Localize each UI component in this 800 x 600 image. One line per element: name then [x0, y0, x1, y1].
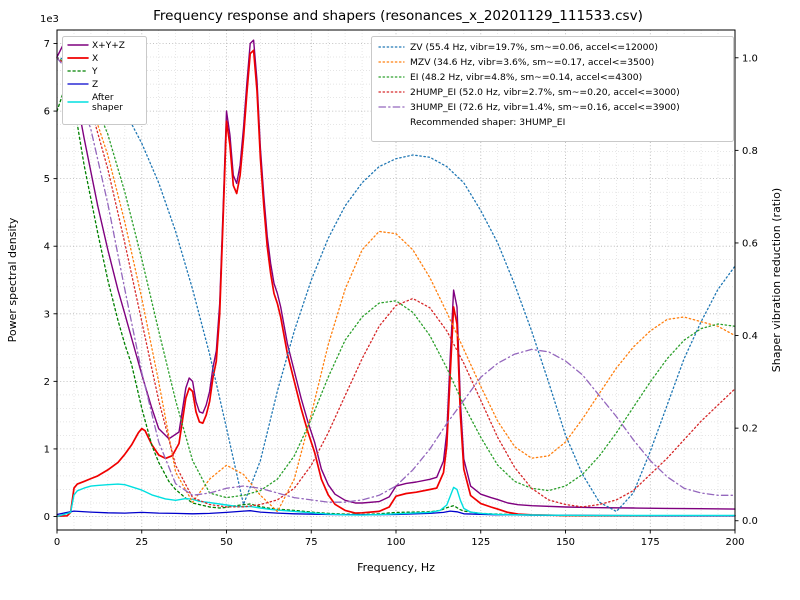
- y-left-offset-label: 1e3: [40, 14, 59, 25]
- legend-label-y: Y: [91, 67, 98, 77]
- series-mzv-line: [56, 57, 736, 513]
- y-left-tick-label: 7: [44, 39, 50, 50]
- y-left-tick-label: 4: [44, 242, 50, 253]
- y-left-tick-label: 5: [44, 174, 50, 185]
- x-tick-label: 50: [220, 537, 233, 548]
- legend-label-after-shaper: After: [92, 93, 114, 103]
- x-tick-label: 200: [725, 537, 744, 548]
- legend-label-2hump-ei: 2HUMP_EI (52.0 Hz, vibr=2.7%, sm~=0.20, …: [410, 87, 680, 98]
- legend-label-sum: X+Y+Z: [92, 41, 125, 51]
- legend-shapers-box: [371, 36, 734, 142]
- x-tick-label: 100: [386, 537, 405, 548]
- legend-label-zv: ZV (55.4 Hz, vibr=19.7%, sm~=0.06, accel…: [410, 42, 658, 53]
- y-axis-left: 0 1 2 3 4 5 6 7 1e3: [40, 14, 59, 523]
- legend-label-after-shaper: shaper: [92, 103, 123, 113]
- legend-label-mzv: MZV (34.6 Hz, vibr=3.6%, sm~=0.17, accel…: [410, 57, 654, 68]
- chart-title: Frequency response and shapers (resonanc…: [153, 8, 643, 24]
- y-right-tick-label: 1.0: [742, 53, 758, 64]
- y-left-tick-label: 3: [44, 309, 50, 320]
- y-right-tick-label: 0.8: [742, 146, 758, 157]
- legend-label-ei: EI (48.2 Hz, vibr=4.8%, sm~=0.14, accel<…: [410, 72, 642, 83]
- y-right-tick-label: 0.6: [742, 238, 758, 249]
- legend-label-z: Z: [92, 80, 98, 90]
- y-axis-right-label: Shaper vibration reduction (ratio): [770, 188, 783, 372]
- y-left-tick-label: 0: [44, 512, 50, 523]
- y-left-tick-label: 6: [44, 107, 50, 118]
- x-tick-label: 25: [135, 537, 148, 548]
- series-x-line: [56, 49, 736, 517]
- legend-recommended-shaper: Recommended shaper: 3HUMP_EI: [410, 117, 565, 128]
- legend-shapers: ZV (55.4 Hz, vibr=19.7%, sm~=0.06, accel…: [371, 36, 734, 142]
- axis-labels: Frequency, Hz Power spectral density Shape…: [6, 188, 783, 574]
- legend-label-3hump-ei: 3HUMP_EI (72.6 Hz, vibr=1.4%, sm~=0.16, …: [410, 102, 680, 113]
- x-tick-label: 0: [54, 537, 60, 548]
- x-tick-label: 150: [556, 537, 575, 548]
- series-2hump-ei-line: [56, 57, 736, 508]
- y-left-tick-label: 2: [44, 377, 50, 388]
- series-3hump-ei-line: [56, 57, 736, 503]
- x-axis: 0 25 50 75 100 125 150 175 200: [54, 530, 745, 548]
- x-tick-label: 125: [471, 537, 490, 548]
- series-after-shaper-line: [56, 483, 736, 518]
- series-zv-line: [56, 57, 736, 513]
- series-z-line: [56, 510, 736, 517]
- y-axis-left-label: Power spectral density: [6, 217, 19, 342]
- x-axis-label: Frequency, Hz: [357, 561, 435, 574]
- y-right-tick-label: 0.2: [742, 424, 758, 435]
- legend-label-x: X: [92, 54, 98, 64]
- grid-minor: [57, 30, 735, 530]
- x-tick-label: 175: [641, 537, 660, 548]
- y-right-tick-label: 0.0: [742, 516, 758, 527]
- y-left-tick-label: 1: [44, 444, 50, 455]
- x-tick-label: 75: [305, 537, 318, 548]
- grid-major: [56, 30, 736, 530]
- shaper-series: [56, 57, 736, 513]
- y-axis-right: 0.0 0.2 0.4 0.6 0.8 1.0: [735, 53, 758, 527]
- y-right-tick-label: 0.4: [742, 331, 758, 342]
- psd-series: [56, 39, 736, 518]
